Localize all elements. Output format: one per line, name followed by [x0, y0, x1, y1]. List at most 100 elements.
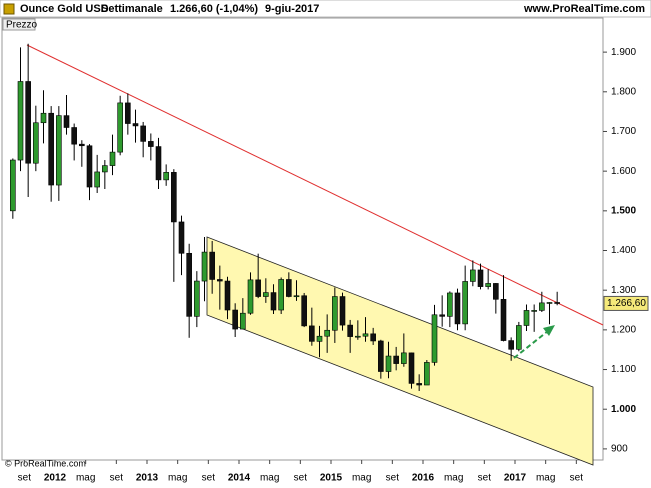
candle-body: [255, 279, 261, 297]
y-tick-label: 1.400: [611, 245, 636, 256]
candle-body: [477, 269, 484, 287]
candle-body: [500, 299, 507, 341]
trend-line: [26, 44, 604, 326]
y-tick-label: 1.300: [611, 285, 636, 296]
x-tick-label: 2013: [136, 473, 159, 484]
candle-body: [25, 81, 31, 164]
period: Settimanale: [101, 3, 163, 15]
y-tick-label: 1.200: [611, 325, 636, 336]
x-tick-label: set: [110, 473, 124, 484]
y-tick-label: 1.900: [611, 47, 636, 58]
candle-body: [301, 295, 307, 327]
candle-body: [355, 335, 361, 338]
site: www.ProRealTime.com: [523, 3, 645, 15]
candle-body: [493, 283, 499, 300]
candle-body: [86, 145, 93, 188]
arrow-head: [543, 325, 555, 336]
x-tick-label: 2017: [504, 473, 527, 484]
candle-body: [102, 165, 108, 173]
candle-body: [247, 279, 254, 314]
candle-body: [56, 115, 62, 186]
candle-body: [309, 325, 315, 342]
x-tick-label: set: [202, 473, 216, 484]
candle-body: [194, 280, 200, 317]
candle-body: [140, 125, 146, 142]
candle-body: [209, 251, 215, 280]
y-tick-label: 1.600: [611, 166, 636, 177]
x-tick-label: set: [478, 473, 492, 484]
x-tick-label: mag: [352, 473, 371, 484]
candle-body: [416, 383, 422, 386]
x-tick-label: set: [18, 473, 32, 484]
candle-body: [48, 112, 54, 186]
candle-body: [431, 314, 438, 363]
y-tick-label: 1.100: [611, 364, 636, 375]
candle-body: [347, 324, 353, 337]
candle-body: [270, 292, 277, 311]
header-bar: [0, 0, 651, 18]
candle-body: [71, 127, 77, 145]
candle-body: [439, 314, 445, 317]
candle-body: [186, 252, 192, 317]
candle-body: [171, 172, 177, 223]
candle-body: [408, 352, 415, 384]
price-change: 1.266,60 (-1,04%): [170, 3, 258, 15]
x-tick-label: set: [294, 473, 308, 484]
candle-body: [293, 295, 300, 298]
gold-icon: [3, 3, 15, 15]
x-tick-label: mag: [536, 473, 555, 484]
candle-body: [531, 310, 537, 312]
candle-body: [393, 355, 399, 364]
candle-body: [278, 279, 284, 311]
date: 9-giu-2017: [265, 3, 319, 15]
candle-body: [523, 310, 530, 326]
y-tick-label: 1.500: [611, 205, 636, 216]
candle-body: [378, 340, 384, 372]
last-price-box: [603, 295, 649, 311]
x-tick-label: 2015: [320, 473, 343, 484]
candle-body: [385, 355, 392, 372]
candle-body: [454, 292, 461, 325]
candle-body: [178, 221, 185, 254]
candle-body: [339, 296, 346, 326]
candle-body: [155, 146, 162, 181]
x-tick-label: set: [386, 473, 400, 484]
candle-body: [332, 296, 338, 331]
candle-body: [40, 112, 47, 124]
candle-body: [286, 279, 292, 297]
candle-body: [201, 251, 208, 282]
candles: [10, 43, 560, 391]
candle-body: [370, 333, 376, 342]
chart-title: Ounce Gold USD: [20, 3, 109, 15]
candle-body: [33, 122, 39, 164]
candle-body: [163, 172, 169, 181]
candle-body: [362, 333, 369, 337]
last-price-label: 1.266,60: [607, 298, 646, 309]
y-tick-label: 1.700: [611, 126, 636, 137]
x-tick-label: mag: [444, 473, 463, 484]
candle-body: [240, 312, 246, 330]
arrow-line: [513, 330, 549, 359]
candle-body: [63, 115, 70, 128]
y-tick-label: 1.000: [611, 404, 636, 415]
channel: [206, 236, 594, 466]
candle-body: [324, 329, 330, 337]
candle-body: [508, 340, 514, 350]
candle-body: [316, 335, 323, 342]
candle-body: [132, 123, 139, 127]
candle-body: [516, 325, 522, 350]
candle-body: [217, 279, 223, 282]
candle-body: [117, 102, 123, 153]
candle-body: [125, 102, 131, 124]
panel-label: Prezzo: [6, 20, 38, 31]
candle-body: [470, 269, 476, 282]
candle-body: [424, 362, 430, 386]
x-tick-label: mag: [76, 473, 95, 484]
candle-body: [263, 292, 269, 297]
candle-body: [232, 309, 238, 330]
candle-body: [109, 151, 116, 166]
candle-body: [539, 302, 545, 311]
x-tick-label: 2012: [44, 473, 67, 484]
candle-body: [485, 283, 491, 287]
x-tick-label: mag: [260, 473, 279, 484]
